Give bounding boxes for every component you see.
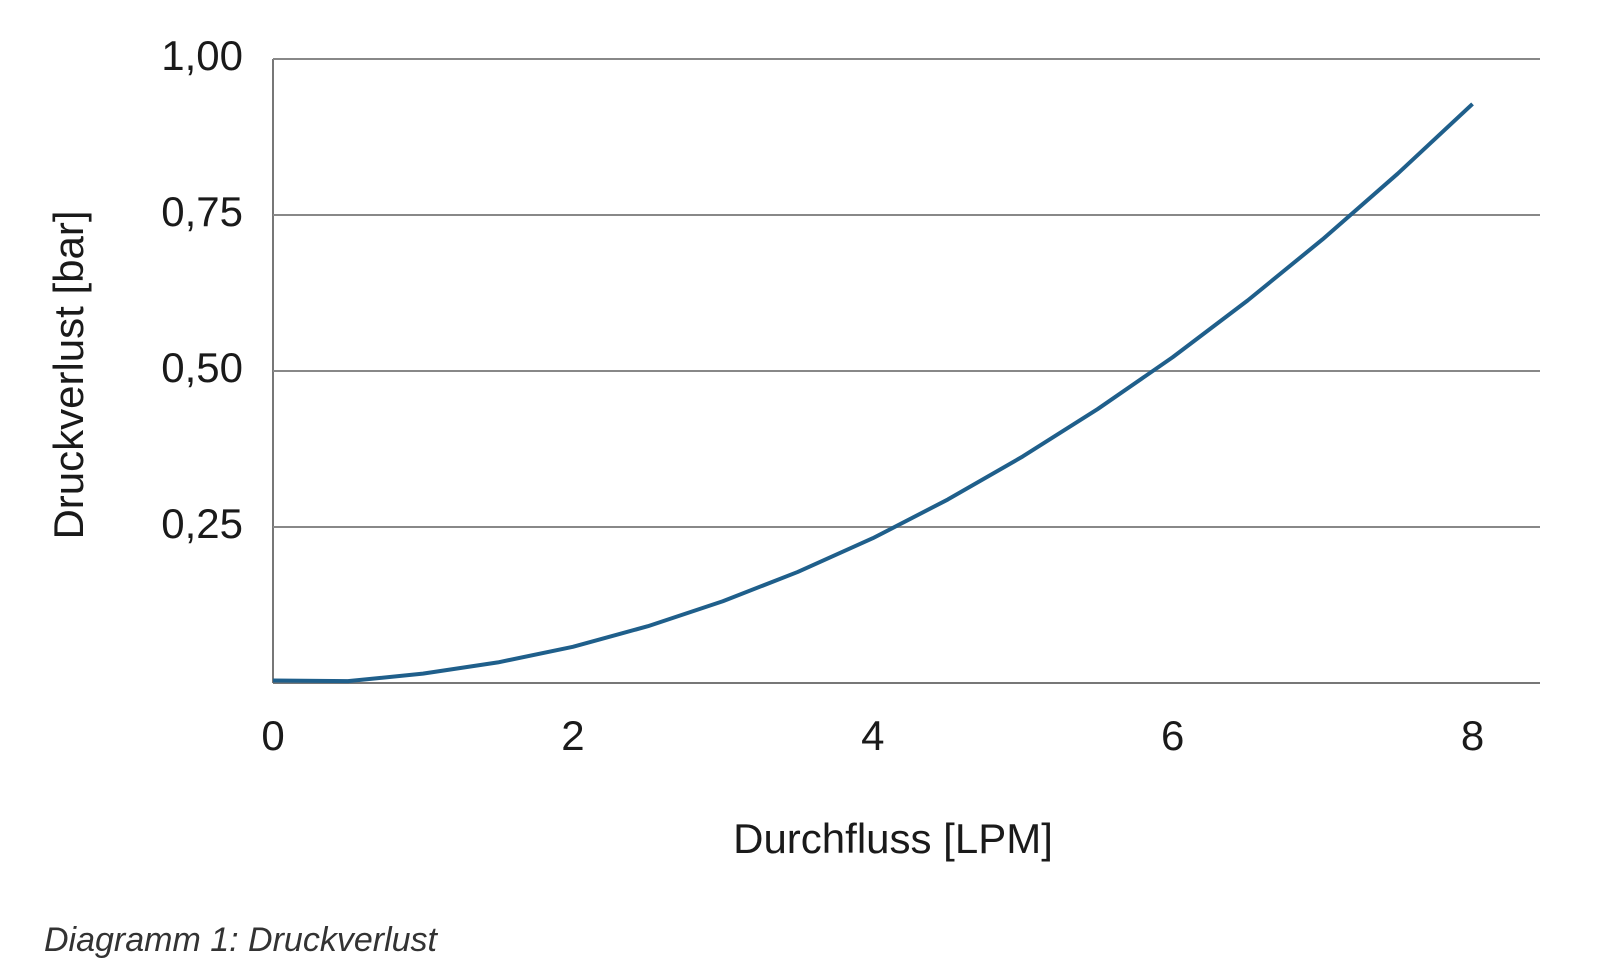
y-tick-label: 0,25 bbox=[161, 500, 243, 547]
data-line bbox=[272, 102, 1474, 684]
y-axis-title: Druckverlust [bar] bbox=[45, 210, 92, 539]
x-tick-label: 6 bbox=[1161, 712, 1184, 759]
y-tick-label: 1,00 bbox=[161, 32, 243, 79]
x-tick-label: 4 bbox=[861, 712, 884, 759]
x-tick-label: 0 bbox=[261, 712, 284, 759]
x-tick-label: 2 bbox=[561, 712, 584, 759]
y-tick-label: 0,50 bbox=[161, 344, 243, 391]
y-tick-label: 0,75 bbox=[161, 188, 243, 235]
caption: Diagramm 1: Druckverlust bbox=[44, 921, 439, 959]
x-tick-label: 8 bbox=[1461, 712, 1484, 759]
x-axis-title: Durchfluss [LPM] bbox=[733, 815, 1053, 862]
